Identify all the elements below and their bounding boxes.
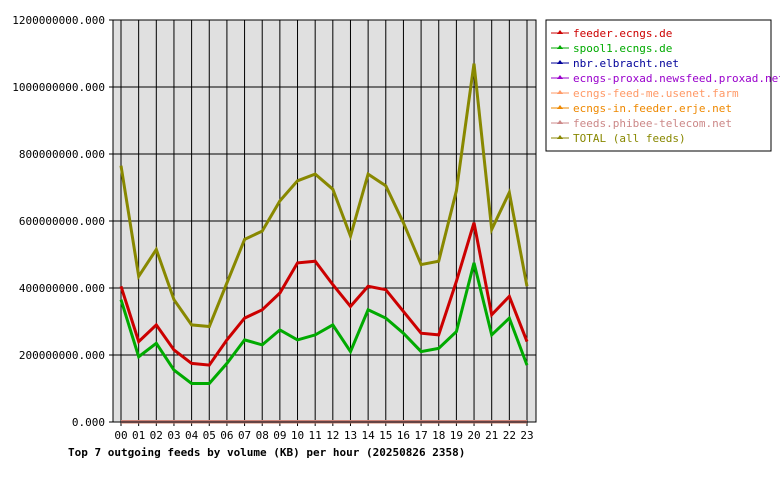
x-tick-label: 08 bbox=[256, 429, 269, 442]
vertical-gridlines bbox=[120, 20, 528, 426]
chart-title: Top 7 outgoing feeds by volume (KB) per … bbox=[68, 446, 465, 459]
x-tick-label: 06 bbox=[220, 429, 233, 442]
legend-label: feeds.phibee-telecom.net bbox=[573, 117, 732, 130]
series-line-7 bbox=[119, 63, 529, 329]
y-tick-label: 1000000000.000 bbox=[12, 81, 105, 94]
y-tick-label: 400000000.000 bbox=[19, 282, 105, 295]
series-line-0 bbox=[119, 222, 529, 367]
y-tick-label: 200000000.000 bbox=[19, 349, 105, 362]
x-tick-label: 02 bbox=[150, 429, 163, 442]
y-tick-label: 800000000.000 bbox=[19, 148, 105, 161]
legend-marker bbox=[557, 75, 563, 79]
x-tick-label: 11 bbox=[309, 429, 322, 442]
x-tick-label: 03 bbox=[167, 429, 180, 442]
legend-label: nbr.elbracht.net bbox=[573, 57, 679, 70]
series-line-1 bbox=[119, 262, 529, 385]
x-tick-label: 12 bbox=[326, 429, 339, 442]
legend-label: ecngs-proxad.newsfeed.proxad.net bbox=[573, 72, 780, 85]
x-tick-label: 10 bbox=[291, 429, 304, 442]
x-tick-label: 20 bbox=[467, 429, 480, 442]
x-tick-label: 22 bbox=[503, 429, 516, 442]
y-tick-label: 600000000.000 bbox=[19, 215, 105, 228]
x-axis-tick-labels: 00 01 02 03 04 05 06 07 08 09 10 11 12 13 14 15 16 17 18 19… bbox=[114, 429, 533, 442]
legend-label: TOTAL (all feeds) bbox=[573, 132, 686, 145]
x-tick-label: 23 bbox=[520, 429, 533, 442]
x-tick-label: 21 bbox=[485, 429, 498, 442]
legend-marker bbox=[557, 60, 563, 64]
legend-marker bbox=[557, 105, 563, 109]
x-tick-label: 04 bbox=[185, 429, 199, 442]
legend-marker bbox=[557, 30, 563, 34]
x-tick-label: 14 bbox=[362, 429, 376, 442]
x-tick-label: 16 bbox=[397, 429, 410, 442]
plot-frame bbox=[112, 19, 537, 423]
x-tick-label: 09 bbox=[273, 429, 286, 442]
x-tick-label: 07 bbox=[238, 429, 251, 442]
legend-marker bbox=[557, 45, 563, 49]
x-tick-label: 15 bbox=[379, 429, 392, 442]
x-tick-label: 13 bbox=[344, 429, 357, 442]
legend-label: ecngs-feed-me.usenet.farm bbox=[573, 87, 739, 100]
y-tick-label: 1200000000.000 bbox=[12, 14, 105, 27]
legend-marker bbox=[557, 135, 563, 139]
x-tick-label: 00 bbox=[114, 429, 127, 442]
legend-marker bbox=[557, 120, 563, 124]
y-axis-tick-labels: 0.000 200000000.000 400000000.000 600000000… bbox=[12, 14, 105, 429]
x-tick-label: 01 bbox=[132, 429, 145, 442]
legend: feeder.ecngs.de spool1.ecngs.de nbr.elbrac… bbox=[545, 19, 780, 152]
x-tick-label: 17 bbox=[414, 429, 427, 442]
legend-label: ecngs-in.feeder.erje.net bbox=[573, 102, 732, 115]
legend-label: spool1.ecngs.de bbox=[573, 42, 672, 55]
y-tick-label: 0.000 bbox=[72, 416, 105, 429]
legend-label: feeder.ecngs.de bbox=[573, 27, 672, 40]
legend-box bbox=[545, 19, 772, 152]
x-tick-label: 19 bbox=[450, 429, 463, 442]
legend-marker bbox=[557, 90, 563, 94]
x-tick-label: 18 bbox=[432, 429, 445, 442]
x-tick-label: 05 bbox=[203, 429, 216, 442]
